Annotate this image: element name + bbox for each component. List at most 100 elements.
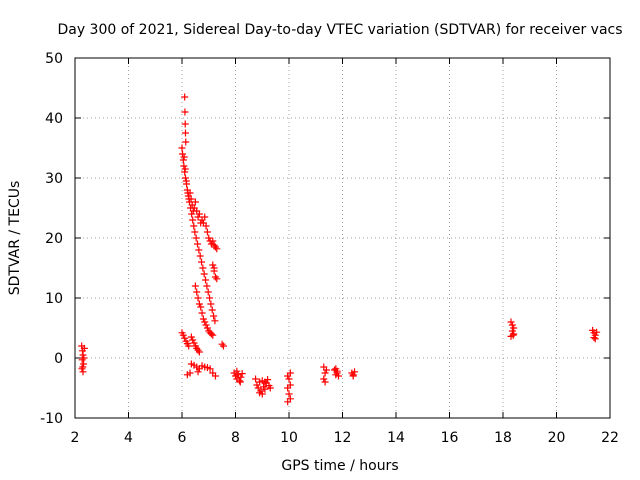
data-point [180,153,188,161]
data-point [203,324,211,332]
data-point [351,368,359,376]
data-point [186,369,194,377]
tick-labels: 2 4 6 8 10 12 14 16 18 20 22 -10 0 10 20 30 40 50 [40,51,619,446]
data-point [192,234,200,242]
data-point [181,334,189,342]
data-point [209,237,217,245]
data-point [236,377,244,385]
data-point [181,93,189,101]
data-point [203,228,211,236]
data-point [179,150,187,158]
data-point [181,174,189,182]
data-point [261,385,269,393]
data-point [181,165,189,173]
x-tick-label: 18 [494,430,512,446]
data-point [80,344,88,352]
data-point [185,342,193,350]
data-point [190,222,198,230]
data-point [213,245,221,253]
axes [74,57,611,419]
data-point [181,108,189,116]
data-point [179,331,187,339]
y-axis-label: SDTVAR / TECUs [7,181,23,296]
data-point [80,354,88,362]
data-point [207,300,215,308]
data-point [191,228,199,236]
data-point [213,275,221,283]
data-point [205,234,213,242]
data-point [286,381,294,389]
x-tick-label: 20 [548,430,566,446]
data-point [198,309,206,317]
data-point [202,222,210,230]
data-series-sdtvar [78,93,601,406]
data-point [206,365,214,373]
data-point [79,363,87,371]
data-point [187,195,195,203]
chart-title: Day 300 of 2021, Sidereal Day-to-day VTE… [57,22,622,38]
y-tick-label: -10 [40,411,63,427]
data-point [238,370,246,378]
data-point [593,328,601,336]
data-point [508,321,516,329]
data-point [194,368,202,376]
data-point [80,360,88,368]
data-point [201,213,209,221]
data-point [507,318,515,326]
data-point [320,375,328,383]
data-point [198,258,206,266]
data-point [590,334,598,342]
data-point [322,366,330,374]
data-point [182,138,190,146]
data-point [186,189,194,197]
data-point [202,321,210,329]
data-point [233,367,241,375]
data-point [181,129,189,137]
data-point [207,330,215,338]
data-point [333,367,341,375]
data-point [181,120,189,128]
data-point [509,331,517,339]
y-tick-label: 30 [45,171,63,187]
data-point [210,312,218,320]
data-point [236,378,244,386]
data-point [191,198,199,206]
data-point [201,318,209,326]
data-point [203,282,211,290]
x-tick-label: 8 [231,430,240,446]
data-point [508,327,516,335]
data-point [194,240,202,248]
y-tick-label: 0 [54,351,63,367]
data-point [189,336,197,344]
x-tick-label: 10 [280,430,298,446]
data-point [193,288,201,296]
plot-frame [74,57,611,419]
data-point [187,333,195,341]
data-point [285,390,293,398]
data-point [196,252,204,260]
data-point [199,264,207,272]
x-tick-label: 12 [334,430,352,446]
y-tick-label: 10 [45,291,63,307]
x-tick-label: 16 [441,430,459,446]
data-point [209,261,217,269]
data-point [199,315,207,323]
data-point [261,378,269,386]
data-point [285,375,293,383]
data-point [334,372,342,380]
data-point [194,213,202,221]
x-axis-label: GPS time / hours [281,458,398,474]
data-point [210,264,218,272]
data-point [209,331,217,339]
data-point [202,276,210,284]
data-point [194,294,202,302]
x-tick-label: 4 [124,430,133,446]
data-point [78,356,86,364]
data-point [189,216,197,224]
data-point [211,273,219,281]
y-tick-label: 40 [45,111,63,127]
x-tick-label: 22 [601,430,619,446]
data-point [195,348,203,356]
grid [75,58,610,418]
